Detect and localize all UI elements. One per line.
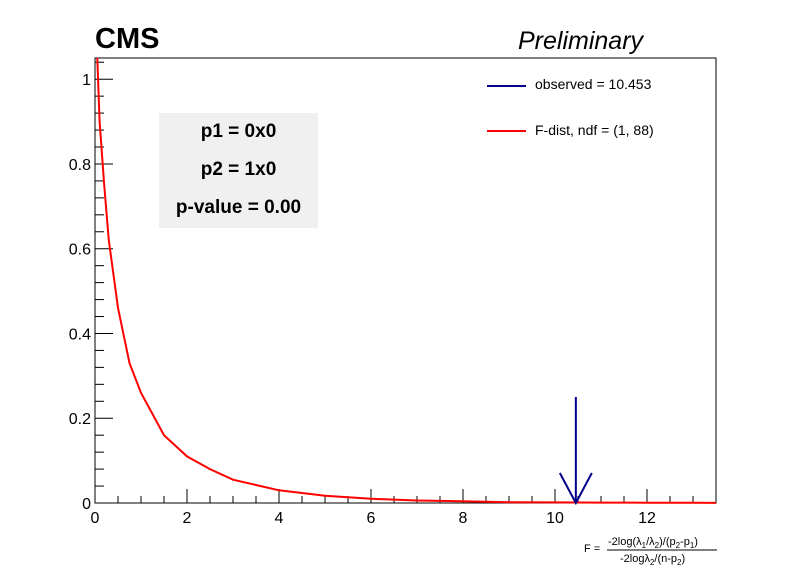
x-tick-label: 0	[91, 510, 100, 527]
y-tick-label: 1	[82, 72, 91, 89]
svg-text:F =: F =	[584, 543, 600, 555]
y-tick-label: 0.6	[69, 242, 91, 259]
x-tick-label: 4	[275, 510, 284, 527]
svg-text:-2logλ2/(n-p2): -2logλ2/(n-p2)	[620, 553, 685, 567]
y-tick-labels: 0 0.2 0.4 0.6 0.8 1	[69, 72, 91, 513]
x-tick-label: 6	[367, 510, 376, 527]
x-tick-label: 10	[546, 510, 564, 527]
preliminary-label: Preliminary	[518, 27, 644, 55]
x-tick-label: 8	[459, 510, 468, 527]
observed-arrow-layer	[558, 397, 593, 506]
p2-text: p2 = 1x0	[200, 159, 277, 180]
series-line-fdist	[96, 57, 717, 504]
x-axis-title-formula: F = -2log(λ1/λ2)/(p2-p1) -2logλ2/(n-p2)	[584, 536, 717, 567]
cms-label: CMS	[95, 23, 160, 55]
legend-fdist-label: F-dist, ndf = (1, 88)	[535, 122, 654, 138]
observed-arrow-head	[558, 472, 593, 506]
y-tick-label: 0.8	[69, 157, 91, 174]
legend-swatches	[487, 85, 526, 132]
pvalue-infobox: p1 = 0x0 p2 = 1x0 p-value = 0.00	[159, 113, 318, 228]
pvalue-text: p-value = 0.00	[175, 197, 302, 218]
y-tick-label: 0	[82, 496, 91, 513]
legend-observed-label: observed = 10.453	[535, 76, 652, 92]
y-tick-label: 0.4	[69, 326, 91, 343]
x-tick-labels: 0 2 4 6 8 10 12	[91, 510, 656, 527]
y-tick-label: 0.2	[69, 411, 91, 428]
series-layer	[96, 57, 717, 504]
plot-border	[94, 57, 717, 504]
x-tick-label: 12	[638, 510, 656, 527]
p1-text: p1 = 0x0	[200, 121, 277, 142]
x-axis-title: F = -2log(λ1/λ2)/(p2-p1) -2logλ2/(n-p2)	[584, 535, 724, 572]
svg-text:-2log(λ1/λ2)/(p2-p1): -2log(λ1/λ2)/(p2-p1)	[608, 536, 698, 550]
x-tick-label: 2	[183, 510, 192, 527]
plot-frame	[94, 57, 717, 504]
axis-ticks	[94, 61, 717, 504]
